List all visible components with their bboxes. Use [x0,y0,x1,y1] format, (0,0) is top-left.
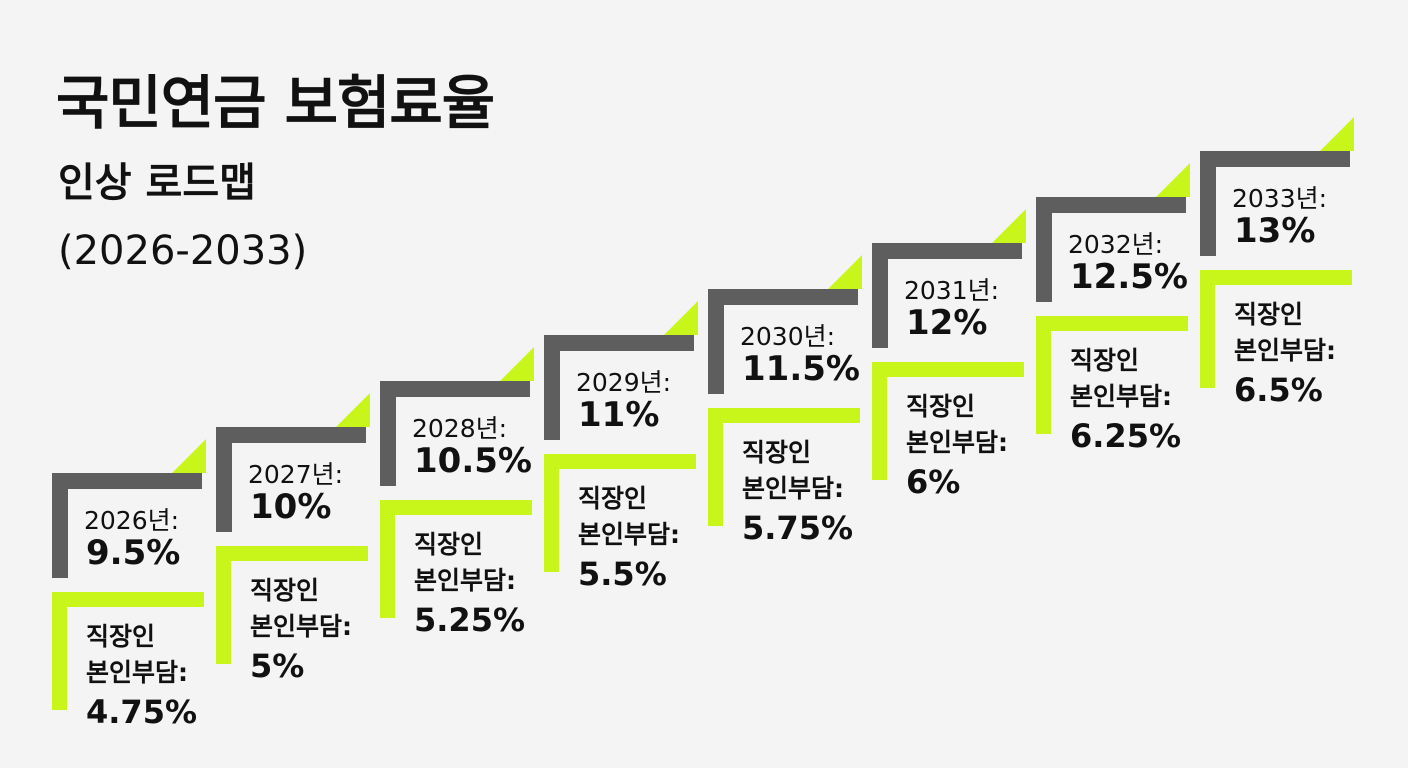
employee-rate: 5.75% [742,509,854,547]
step-arrow-icon [1156,163,1190,197]
step-bar-gray-vertical [216,427,232,532]
step-total-rate: 13% [1234,211,1316,251]
page-title: 국민연금 보험료율 [56,69,495,137]
step-bar-gray [380,381,530,397]
step-bar-gray [216,427,366,443]
employee-share-label: 본인부담: [578,520,680,549]
step-arrow-icon [172,439,206,473]
step-bar-lime-vertical [1200,270,1215,388]
page-period: (2026-2033) [58,228,308,274]
step-bar-gray [872,243,1022,259]
step-bar-gray-vertical [1036,197,1052,302]
step-year: 2030년: [740,322,836,351]
step-bar-gray [1200,151,1350,167]
employee-share-label: 본인부담: [414,566,516,595]
page-subtitle: 인상 로드맵 [58,160,256,206]
step-bar-gray-vertical [708,289,724,394]
step-bar-gray [708,289,858,305]
employee-rate: 5% [250,647,305,685]
employee-share-label: 본인부담: [86,658,188,687]
employee-share-label: 본인부담: [250,612,352,641]
step-bar-gray-vertical [872,243,888,348]
step-total-rate: 11% [578,395,660,435]
step-total-rate: 10.5% [414,441,532,481]
step-bar-gray-vertical [544,335,560,440]
employee-rate: 6.25% [1070,417,1182,455]
step-bar-lime [1200,270,1352,285]
step-bar-lime [708,408,860,423]
step-year: 2033년: [1232,184,1328,213]
step-bar-lime [872,362,1024,377]
step-bar-gray [1036,197,1186,213]
step-year: 2032년: [1068,230,1164,259]
step-bar-lime [1036,316,1188,331]
step-bar-gray [544,335,694,351]
step-bar-lime-vertical [544,454,559,572]
step-bar-lime-vertical [216,546,231,664]
employee-label: 직장인 [906,392,976,421]
employee-rate: 5.25% [414,601,526,639]
step-year: 2027년: [248,460,344,489]
step-arrow-icon [664,301,698,335]
step-year: 2029년: [576,368,672,397]
step-bar-lime-vertical [872,362,887,480]
employee-rate: 6% [906,463,961,501]
employee-share-label: 본인부담: [742,474,844,503]
step-arrow-icon [828,255,862,289]
step-bar-lime-vertical [380,500,395,618]
step-bar-lime [544,454,696,469]
step-bar-gray-vertical [52,473,68,578]
step-year: 2026년: [84,506,180,535]
employee-rate: 5.5% [578,555,667,593]
step-year: 2031년: [904,276,1000,305]
step-total-rate: 11.5% [742,349,860,389]
employee-label: 직장인 [578,484,648,513]
step-bar-lime [216,546,368,561]
step-bar-gray-vertical [1200,151,1216,256]
employee-share-label: 본인부담: [1234,336,1336,365]
employee-share-label: 본인부담: [906,428,1008,457]
employee-label: 직장인 [414,530,484,559]
step-bar-lime-vertical [708,408,723,526]
employee-rate: 4.75% [86,693,198,731]
step-total-rate: 12% [906,303,988,343]
employee-label: 직장인 [742,438,812,467]
step-bar-lime [380,500,532,515]
step-arrow-icon [1320,117,1354,151]
step-bar-lime-vertical [1036,316,1051,434]
step-bar-lime-vertical [52,592,67,710]
step-total-rate: 12.5% [1070,257,1188,297]
employee-label: 직장인 [250,576,320,605]
step-bar-gray [52,473,202,489]
step-arrow-icon [992,209,1026,243]
employee-rate: 6.5% [1234,371,1323,409]
step-total-rate: 9.5% [86,533,181,573]
step-total-rate: 10% [250,487,332,527]
employee-label: 직장인 [1070,346,1140,375]
employee-share-label: 본인부담: [1070,382,1172,411]
step-year: 2028년: [412,414,508,443]
step-arrow-icon [336,393,370,427]
employee-label: 직장인 [86,622,156,651]
step-arrow-icon [500,347,534,381]
step-bar-gray-vertical [380,381,396,486]
step-bar-lime [52,592,204,607]
employee-label: 직장인 [1234,300,1304,329]
